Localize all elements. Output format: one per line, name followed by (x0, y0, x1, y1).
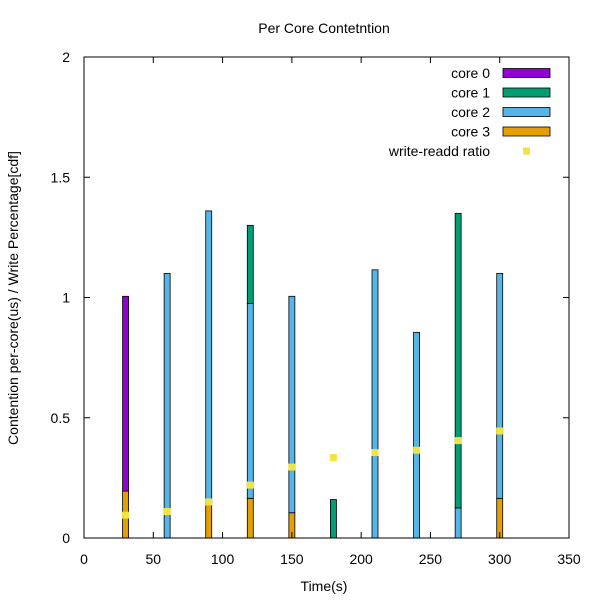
y-tick-label: 0.5 (51, 410, 71, 426)
y-tick-label: 2 (62, 49, 70, 65)
plot-frame (83, 56, 570, 539)
bar-core-2-t120 (246, 303, 254, 499)
bar-core-0-t30 (122, 295, 129, 492)
y-tick-label: 0 (62, 530, 70, 546)
legend-label: core 1 (451, 85, 490, 101)
bar-core-2-t270 (454, 507, 462, 539)
ratio-point-t270 (454, 437, 462, 445)
ratio-point-t300 (496, 427, 504, 435)
x-tick-label: 100 (211, 551, 235, 567)
ratio-point-t180 (329, 453, 337, 461)
bar-core-2-t240 (413, 331, 420, 539)
ratio-point-t240 (413, 446, 421, 454)
y-axis-label: Contention per-core(us) / Write Percenta… (5, 151, 21, 445)
bar-core-2-t300 (496, 273, 504, 499)
legend-swatch-core-3 (502, 126, 551, 137)
bar-core-2-t150 (288, 295, 296, 514)
x-tick-label: 50 (145, 551, 161, 567)
bar-core-1-t180 (330, 499, 337, 539)
legend-label: core 3 (451, 124, 490, 140)
bar-core-3-t120 (246, 497, 254, 539)
bar-core-2-t60 (163, 273, 171, 539)
ratio-point-t120 (246, 481, 254, 489)
x-tick-label: 350 (557, 551, 581, 567)
ratio-point-t60 (163, 508, 171, 516)
x-tick-label: 250 (419, 551, 443, 567)
legend-label: write-readd ratio (388, 143, 490, 159)
legend-swatch-ratio (523, 147, 530, 155)
x-axis-label: Time(s) (301, 578, 348, 594)
bar-core-2-t210 (371, 269, 379, 539)
bars (122, 210, 504, 539)
x-tick-label: 200 (349, 551, 373, 567)
legend-label: core 2 (451, 104, 490, 120)
legend-label: core 0 (451, 65, 490, 81)
y-tick-label: 1.5 (51, 169, 71, 185)
legend-swatch-core-2 (502, 107, 551, 117)
ratio-point-t150 (288, 463, 296, 471)
bar-core-1-t120 (246, 224, 254, 304)
x-tick-label: 150 (280, 551, 304, 567)
bar-core-1-t270 (454, 212, 462, 509)
ratio-point-t210 (371, 449, 379, 457)
legend: core 0 core 1 core 2 core 3 write-readd rati… (388, 65, 551, 159)
x-tick-label: 300 (488, 551, 512, 567)
legend-swatch-core-1 (502, 87, 551, 98)
axes: 0 50 100 150 200 250 300 350 0 0.5 1 1.5 2 (51, 49, 581, 567)
bar-core-3-t90 (205, 501, 213, 539)
x-tick-label: 0 (80, 551, 88, 567)
ratio-point-t30 (122, 511, 130, 519)
y-tick-label: 1 (62, 290, 70, 306)
ratio-points (122, 427, 504, 519)
ratio-point-t90 (205, 498, 213, 506)
chart-title: Per Core Contetntion (258, 20, 390, 36)
bar-core-2-t90 (205, 210, 213, 503)
legend-swatch-core-0 (502, 68, 551, 78)
